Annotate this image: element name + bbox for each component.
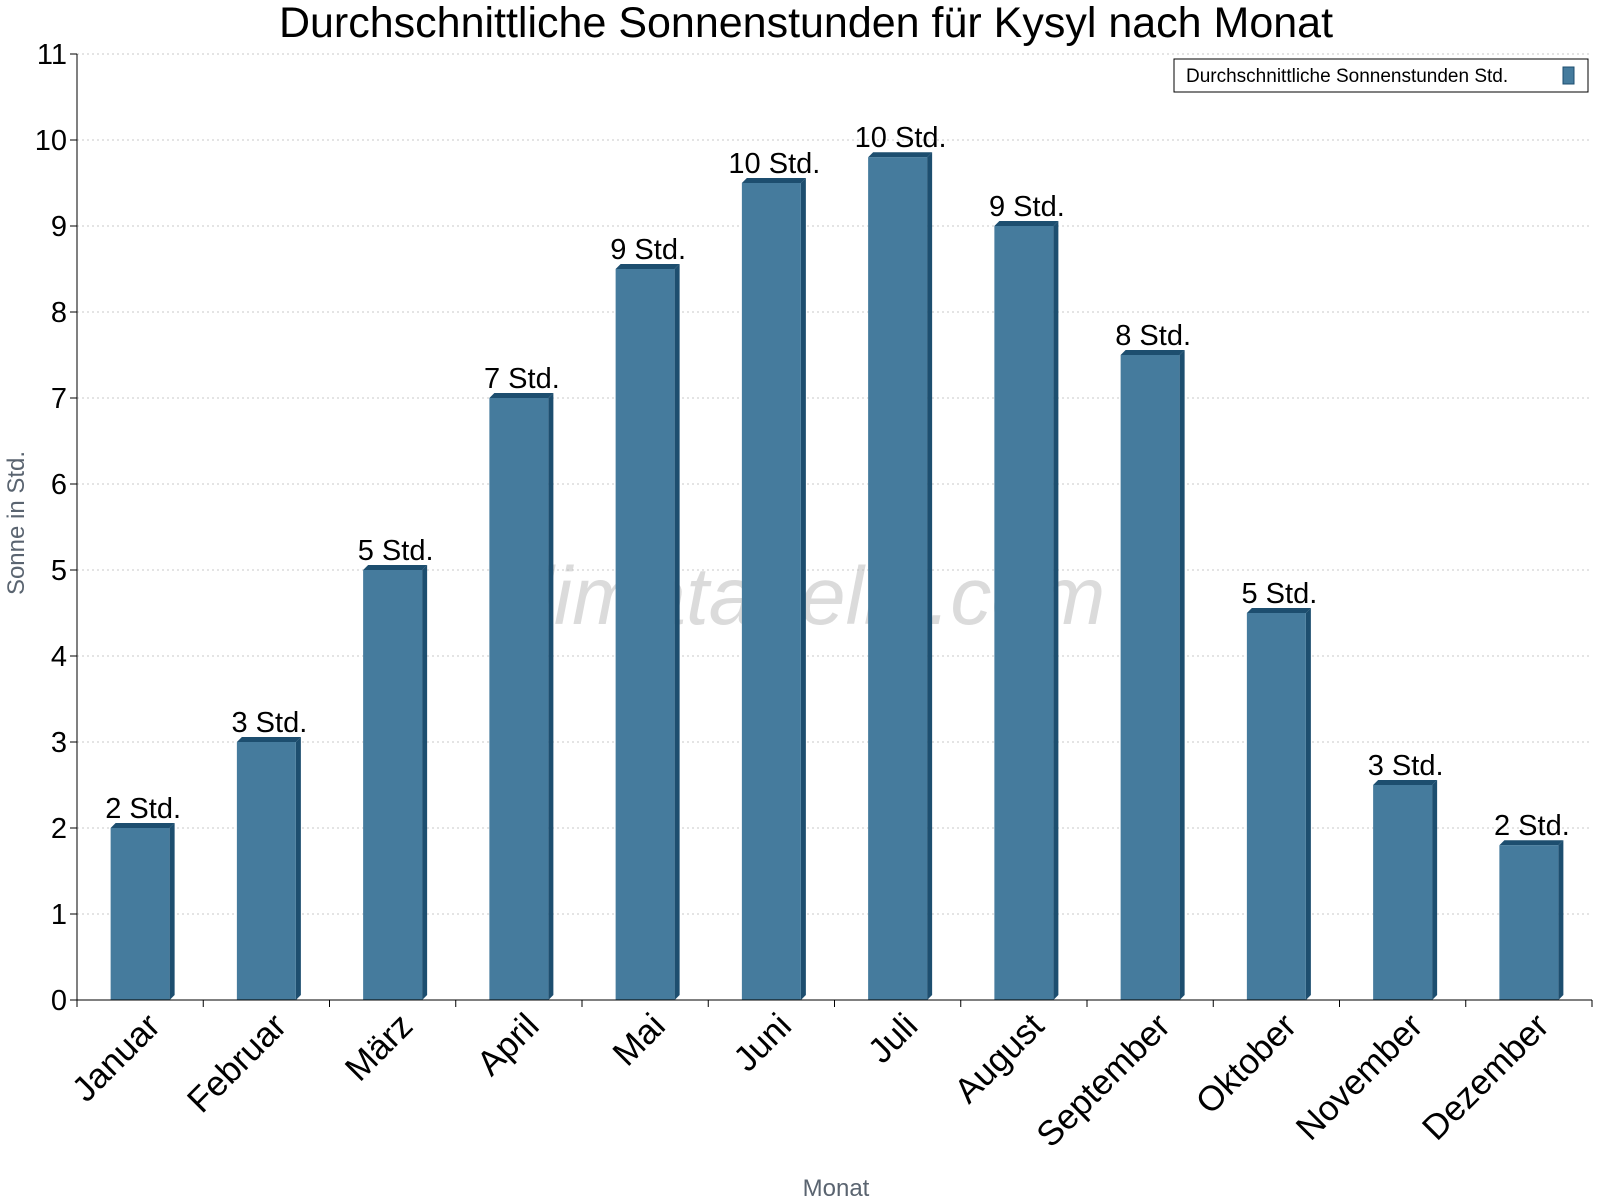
gridlines xyxy=(77,53,1592,915)
data-label-5: 10 Std. xyxy=(728,148,820,180)
chart-title: Durchschnittliche Sonnenstunden für Kysy… xyxy=(279,0,1333,47)
y-tick-label-7: 7 xyxy=(51,383,67,415)
y-tick-label-10: 10 xyxy=(35,125,67,157)
data-labels: 2 Std. 3 Std. 5 Std. 7 Std. 9 Std. 10 Std. 10 … xyxy=(105,122,1570,842)
y-tick-label-3: 3 xyxy=(51,727,67,759)
data-label-10: 3 Std. xyxy=(1368,750,1444,782)
bar-front-0 xyxy=(110,828,170,1000)
bar-side-4 xyxy=(674,264,680,1000)
bar-side-6 xyxy=(927,152,933,1000)
y-tick-label-4: 4 xyxy=(51,641,67,673)
bar-front-4 xyxy=(615,269,675,1000)
x-tick-label-9: Oktober xyxy=(1188,1006,1304,1122)
bar-front-2 xyxy=(363,570,423,1000)
data-label-8: 8 Std. xyxy=(1115,320,1191,352)
data-label-2: 5 Std. xyxy=(358,535,434,567)
bar-front-8 xyxy=(1120,355,1180,1000)
bar-top-0 xyxy=(110,823,175,828)
legend-box xyxy=(1173,58,1589,93)
bar-side-10 xyxy=(1432,780,1438,1000)
bar-top-9 xyxy=(1246,608,1311,613)
x-tick-label-11: Dezember xyxy=(1415,1006,1557,1148)
legend-label: Durchschnittliche Sonnenstunden Std. xyxy=(1186,66,1508,87)
bar-side-7 xyxy=(1053,221,1059,1000)
y-axis-title: Sonne in Std. xyxy=(3,451,30,595)
bar-4 xyxy=(615,264,680,1000)
y-tick-label-11: 11 xyxy=(37,39,67,71)
x-tick-label-2: März xyxy=(338,1006,421,1089)
bar-8 xyxy=(1120,350,1185,1000)
y-tick-label-2: 2 xyxy=(51,813,67,845)
bar-front-9 xyxy=(1246,613,1306,1000)
bar-7 xyxy=(994,221,1059,1000)
bar-9 xyxy=(1246,608,1311,1000)
bar-front-3 xyxy=(489,398,549,1000)
y-tick-label-8: 8 xyxy=(51,297,67,329)
bar-side-11 xyxy=(1558,840,1564,1000)
bar-front-5 xyxy=(741,183,801,1000)
bar-top-7 xyxy=(994,221,1059,226)
data-label-6: 10 Std. xyxy=(855,122,947,154)
legend: Durchschnittliche Sonnenstunden Std. xyxy=(1173,58,1589,93)
y-tick-label-5: 5 xyxy=(51,555,67,587)
x-tick-label-1: Februar xyxy=(180,1006,294,1120)
bar-top-2 xyxy=(363,565,428,570)
data-label-1: 3 Std. xyxy=(231,707,307,739)
bars xyxy=(110,152,1564,1000)
x-tick-label-5: Juni xyxy=(726,1006,799,1079)
bar-3 xyxy=(489,393,554,1000)
bar-top-10 xyxy=(1373,780,1438,785)
bar-side-9 xyxy=(1305,608,1311,1000)
bar-side-5 xyxy=(800,178,806,1000)
data-label-4: 9 Std. xyxy=(610,234,686,266)
x-tick-label-6: Juli xyxy=(861,1006,926,1071)
data-label-3: 7 Std. xyxy=(484,363,560,395)
x-tick-label-10: November xyxy=(1289,1006,1431,1148)
data-label-0: 2 Std. xyxy=(105,793,181,825)
data-label-11: 2 Std. xyxy=(1494,810,1570,842)
bar-side-0 xyxy=(169,823,175,1000)
bar-5 xyxy=(741,178,806,1000)
bar-top-8 xyxy=(1120,350,1185,355)
bar-1 xyxy=(236,737,301,1000)
bar-side-8 xyxy=(1179,350,1185,1000)
bar-front-10 xyxy=(1373,785,1433,1000)
bar-front-7 xyxy=(994,226,1054,1000)
x-tick-label-3: April xyxy=(469,1006,546,1083)
bar-top-3 xyxy=(489,393,554,398)
x-axis-title: Monat xyxy=(803,1175,870,1200)
bar-0 xyxy=(110,823,175,1000)
bar-top-6 xyxy=(868,152,933,158)
bar-11 xyxy=(1499,840,1564,1000)
bar-top-5 xyxy=(741,178,806,183)
bar-10 xyxy=(1373,780,1438,1000)
y-tick-label-1: 1 xyxy=(51,899,67,931)
bar-top-1 xyxy=(236,737,301,742)
bar-top-11 xyxy=(1499,840,1564,846)
x-tick-label-4: Mai xyxy=(605,1006,672,1073)
bar-front-11 xyxy=(1499,845,1559,1000)
x-tick-label-8: September xyxy=(1029,1006,1178,1155)
bar-side-2 xyxy=(422,565,428,1000)
data-label-7: 9 Std. xyxy=(989,191,1065,223)
bar-side-1 xyxy=(295,737,301,1000)
bar-front-6 xyxy=(868,157,928,1000)
legend-swatch xyxy=(1562,66,1575,85)
bar-top-4 xyxy=(615,264,680,269)
y-tick-label-0: 0 xyxy=(51,985,67,1017)
x-tick-label-7: August xyxy=(947,1006,1052,1111)
y-tick-label-9: 9 xyxy=(51,211,67,243)
data-label-9: 5 Std. xyxy=(1241,578,1317,610)
y-tick-label-6: 6 xyxy=(51,469,67,501)
bar-2 xyxy=(363,565,428,1000)
bar-front-1 xyxy=(236,742,296,1000)
bar-6 xyxy=(868,152,933,1000)
x-tick-label-0: Januar xyxy=(65,1006,168,1109)
bar-side-3 xyxy=(548,393,554,1000)
